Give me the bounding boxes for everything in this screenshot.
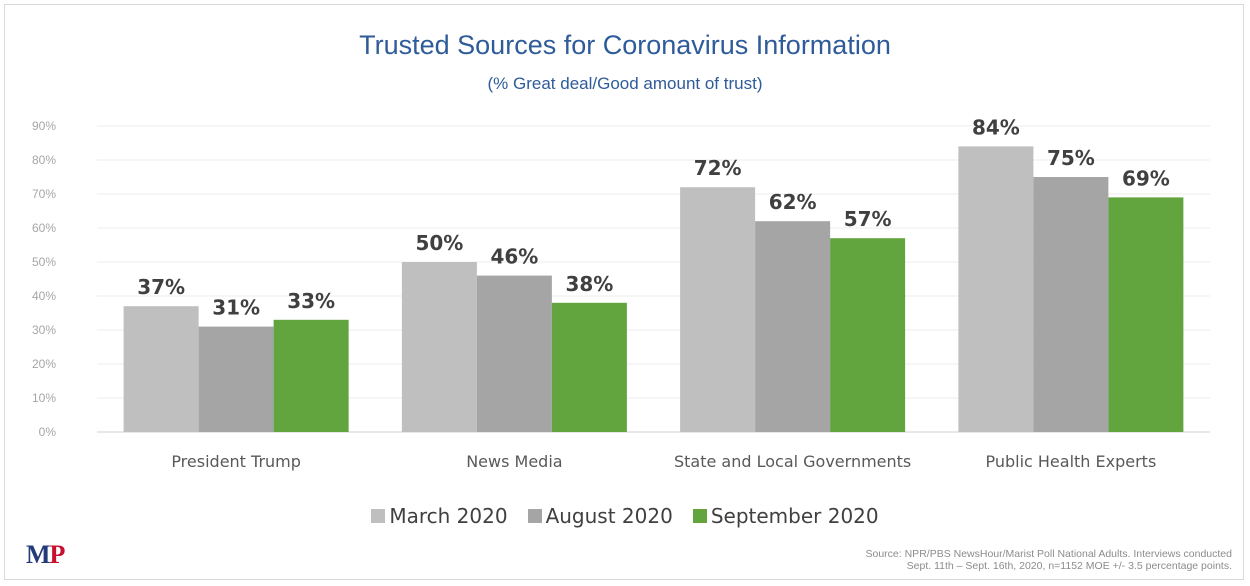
source-note: Source: NPR/PBS NewsHour/Marist Poll Nat… [532, 548, 1233, 572]
y-tick-label-60: 60% [32, 221, 56, 235]
legend-label-august: August 2020 [545, 504, 673, 528]
data-label-march-3: 84% [972, 115, 1020, 139]
bar-september-2 [830, 238, 906, 432]
legend-swatch-september [692, 509, 707, 523]
data-label-september-3: 69% [1122, 166, 1170, 190]
bar-march-3 [958, 146, 1034, 432]
y-tick-label-90: 90% [32, 119, 56, 133]
legend: March 2020 August 2020 September 2020 [0, 504, 1250, 528]
logo-letter-m: M [26, 540, 51, 569]
data-label-august-0: 31% [212, 296, 260, 320]
legend-item-august: August 2020 [527, 504, 673, 528]
data-label-march-0: 37% [137, 275, 185, 299]
data-label-march-1: 50% [415, 231, 463, 255]
legend-item-march: March 2020 [371, 504, 508, 528]
chart-subtitle: (% Great deal/Good amount of trust) [487, 74, 763, 93]
data-label-september-0: 33% [287, 289, 335, 313]
bar-september-1 [551, 302, 627, 432]
bar-august-3 [1033, 177, 1109, 432]
legend-swatch-august [527, 509, 542, 523]
logo-letter-p: P [49, 540, 66, 569]
category-label-3: Public Health Experts [985, 452, 1156, 471]
chart-title: Trusted Sources for Coronavirus Informat… [359, 30, 891, 60]
category-label-1: News Media [466, 452, 562, 471]
source-line-2: Sept. 11th – Sept. 16th, 2020, n=1152 MO… [906, 560, 1232, 572]
bar-august-1 [476, 275, 552, 432]
bar-march-2 [680, 187, 756, 432]
category-label-0: President Trump [171, 452, 301, 471]
data-label-september-2: 57% [844, 207, 892, 231]
y-tick-label-0: 0% [39, 425, 57, 439]
y-tick-label-70: 70% [32, 187, 56, 201]
legend-item-september: September 2020 [692, 504, 879, 528]
y-tick-label-10: 10% [32, 391, 56, 405]
bar-march-1 [401, 262, 477, 432]
data-label-august-3: 75% [1047, 146, 1095, 170]
y-tick-label-50: 50% [32, 255, 56, 269]
data-label-august-1: 46% [490, 245, 538, 269]
y-tick-label-40: 40% [32, 289, 56, 303]
y-tick-label-30: 30% [32, 323, 56, 337]
data-label-august-2: 62% [769, 190, 817, 214]
legend-label-september: September 2020 [710, 504, 879, 528]
legend-swatch-march [371, 509, 386, 523]
data-label-march-2: 72% [694, 156, 742, 180]
y-tick-label-20: 20% [32, 357, 56, 371]
bar-september-3 [1108, 197, 1184, 432]
marist-poll-logo: MP [26, 540, 66, 570]
source-line-1: Source: NPR/PBS NewsHour/Marist Poll Nat… [865, 548, 1233, 560]
bar-september-0 [273, 319, 349, 432]
category-label-2: State and Local Governments [674, 452, 911, 471]
data-label-september-1: 38% [565, 272, 613, 296]
bar-august-0 [198, 326, 274, 432]
y-tick-label-80: 80% [32, 153, 56, 167]
bar-august-2 [755, 221, 831, 432]
legend-label-march: March 2020 [389, 504, 508, 528]
bar-march-0 [123, 306, 199, 432]
